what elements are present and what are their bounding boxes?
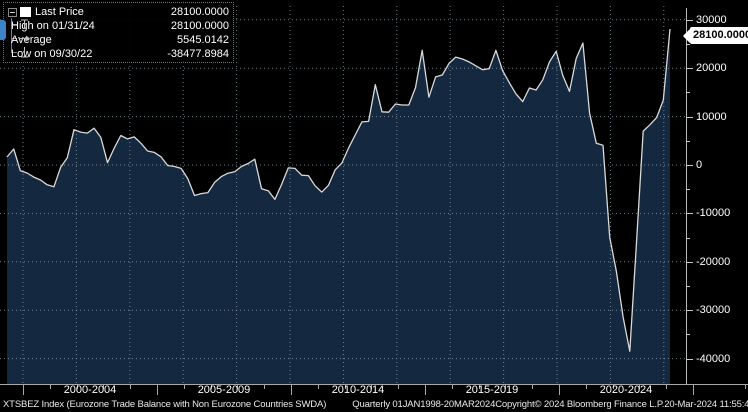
legend-item-value: 5545.0142 [177, 34, 229, 46]
legend-item-value: 28100.0000 [170, 6, 229, 18]
y-axis-minor-tick [686, 286, 690, 287]
average-marker-icon [20, 35, 30, 42]
x-axis-minor-tick [237, 385, 238, 389]
legend-item-label: Last Price [35, 6, 84, 18]
x-axis-minor-tick [264, 385, 265, 389]
x-axis-minor-tick [184, 385, 185, 389]
y-axis-tick-label: -10000 [696, 207, 731, 220]
x-axis-label: 2020-2024 [599, 384, 653, 396]
x-axis-minor-tick [103, 385, 104, 389]
x-axis-minor-tick [77, 385, 78, 389]
y-axis-tick-label: 30000 [696, 13, 727, 26]
x-axis-label: 2000-2004 [63, 384, 117, 396]
footer-security-description: XTSBEZ Index (Eurozone Trade Balance wit… [3, 399, 327, 410]
last-price-tag: 28100.0000 [690, 27, 748, 44]
x-axis-minor-tick [398, 385, 399, 389]
chart-legend[interactable]: Last Price 28100.0000 High on 01/31/24 2… [3, 2, 234, 63]
high-marker-icon [21, 19, 28, 29]
y-axis-tick [686, 165, 693, 166]
series-swatch-icon [20, 7, 31, 17]
y-axis-tick [686, 358, 693, 360]
y-axis-tick [686, 19, 693, 21]
x-axis-minor-tick [666, 385, 667, 389]
y-axis-minor-tick [686, 237, 690, 239]
y-axis-tick [686, 213, 693, 215]
legend-item-value: 28100.0000 [170, 20, 229, 32]
y-axis-tick-label: -20000 [696, 255, 731, 268]
x-axis-line [0, 384, 748, 385]
y-axis-tick [686, 116, 693, 118]
chart-plot-area[interactable]: Last Price 28100.0000 High on 01/31/24 2… [0, 0, 748, 384]
y-axis-tick [686, 261, 693, 263]
x-axis-major-tick [157, 385, 158, 395]
x-axis-minor-tick [452, 385, 453, 389]
y-axis-tick-label: -30000 [696, 304, 731, 317]
last-price-tag-value: 28100.0000 [693, 29, 748, 41]
legend-collapse-icon[interactable] [8, 7, 17, 17]
x-axis-minor-tick [613, 385, 614, 389]
x-axis-end-tick [745, 385, 746, 389]
x-axis-minor-tick [532, 385, 533, 389]
x-axis-minor-tick [211, 385, 212, 389]
x-axis-major-tick [425, 385, 426, 395]
y-axis: 30000 20000 10000 0 -10000 -20000 -30000 -40000… [0, 0, 748, 384]
legend-tree-lines [11, 18, 17, 53]
x-axis-minor-tick [371, 385, 372, 389]
price-chart[interactable] [0, 0, 748, 384]
legend-item-label: High on 01/31/24 [11, 20, 95, 32]
y-axis-minor-tick [686, 44, 690, 45]
series-area-fill [7, 29, 670, 384]
x-axis-minor-tick [505, 385, 506, 389]
footer-bar: XTSBEZ Index (Eurozone Trade Balance wit… [0, 397, 748, 412]
panel-handle-tab[interactable] [0, 20, 6, 40]
y-axis-minor-tick [686, 334, 690, 336]
x-axis-minor-tick [318, 385, 319, 389]
x-axis-minor-tick [586, 385, 587, 389]
y-axis-tick-label: 0 [696, 159, 703, 171]
legend-item-high[interactable]: High on 01/31/24 28100.0000 [7, 19, 229, 33]
y-axis-tick-label: -40000 [696, 352, 731, 365]
legend-item-average[interactable]: Average 5545.0142 [7, 33, 229, 47]
footer-period-range: Quarterly 01JAN1998-20MAR2024 [352, 399, 496, 410]
x-axis: 2000-2004 2005-2009 2010-2014 2015-2019 … [0, 384, 748, 396]
x-axis-minor-tick [345, 385, 346, 389]
y-axis-tick-label: 20000 [696, 62, 727, 75]
x-axis-major-tick [559, 385, 560, 395]
y-axis-tick [686, 68, 693, 70]
x-axis-label: 2015-2019 [465, 384, 519, 396]
legend-item-label: Low on 09/30/22 [11, 48, 93, 60]
legend-item-value: -38477.8984 [167, 48, 229, 60]
y-axis-tick [686, 310, 693, 312]
footer-copyright: Copyright© 2024 Bloomberg Finance L.P. [495, 399, 665, 410]
x-axis-major-tick [23, 385, 24, 395]
x-axis-label: 2010-2014 [331, 384, 385, 396]
price-line [6, 28, 671, 352]
low-marker-icon [21, 47, 28, 58]
footer-datetime: 20-Mar-2024 11:55:41 [664, 399, 748, 410]
x-axis-label: 2005-2009 [197, 384, 251, 396]
x-axis-minor-tick [50, 385, 51, 389]
legend-item-last-price[interactable]: Last Price 28100.0000 [7, 5, 229, 19]
x-axis-major-tick [693, 385, 694, 395]
y-axis-minor-tick [686, 140, 690, 142]
legend-item-low[interactable]: Low on 09/30/22 -38477.8984 [7, 47, 229, 61]
y-axis-tick-label: 10000 [696, 110, 727, 123]
legend-item-label: Average [11, 34, 52, 46]
x-axis-minor-tick [639, 385, 640, 389]
x-axis-major-tick [291, 385, 292, 395]
x-axis-minor-tick [130, 385, 131, 389]
y-axis-minor-tick [686, 92, 690, 94]
y-axis-minor-tick [686, 189, 690, 191]
x-axis-minor-tick [479, 385, 480, 389]
y-axis-line [686, 8, 687, 384]
